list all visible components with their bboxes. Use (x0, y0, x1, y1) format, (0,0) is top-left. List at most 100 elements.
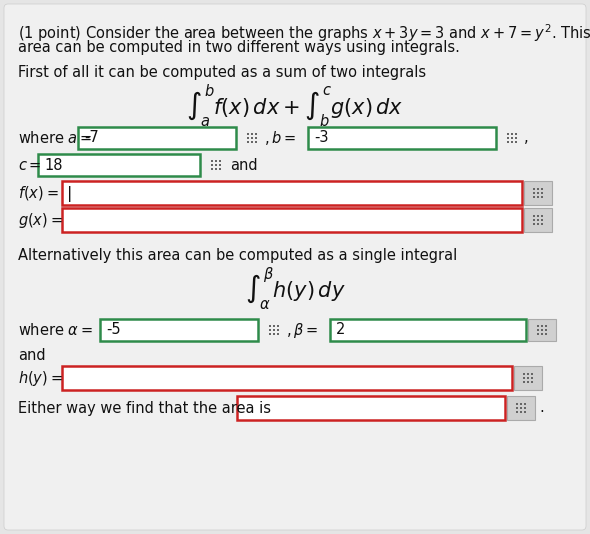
FancyBboxPatch shape (215, 164, 217, 166)
FancyBboxPatch shape (531, 377, 533, 379)
FancyBboxPatch shape (541, 188, 543, 190)
FancyBboxPatch shape (541, 223, 543, 225)
Text: where $\alpha =$: where $\alpha =$ (18, 322, 97, 338)
FancyBboxPatch shape (511, 137, 513, 139)
FancyBboxPatch shape (537, 329, 539, 331)
FancyBboxPatch shape (516, 403, 518, 405)
FancyBboxPatch shape (537, 219, 539, 221)
FancyBboxPatch shape (269, 333, 271, 335)
FancyBboxPatch shape (219, 168, 221, 170)
FancyBboxPatch shape (255, 141, 257, 143)
Text: Alternatively this area can be computed as a single integral: Alternatively this area can be computed … (18, 248, 457, 263)
FancyBboxPatch shape (531, 381, 533, 383)
FancyBboxPatch shape (541, 219, 543, 221)
Text: -3: -3 (314, 130, 329, 145)
FancyBboxPatch shape (528, 319, 556, 341)
Text: Either way we find that the area is: Either way we find that the area is (18, 400, 271, 415)
FancyBboxPatch shape (78, 127, 236, 149)
FancyBboxPatch shape (273, 325, 275, 327)
FancyBboxPatch shape (545, 333, 547, 335)
FancyBboxPatch shape (255, 133, 257, 135)
FancyBboxPatch shape (247, 133, 249, 135)
Text: 18: 18 (44, 158, 63, 172)
FancyBboxPatch shape (38, 154, 200, 176)
FancyBboxPatch shape (533, 219, 535, 221)
FancyBboxPatch shape (524, 407, 526, 409)
FancyBboxPatch shape (219, 164, 221, 166)
FancyBboxPatch shape (537, 188, 539, 190)
FancyBboxPatch shape (277, 329, 279, 331)
FancyBboxPatch shape (523, 377, 525, 379)
FancyBboxPatch shape (523, 373, 525, 375)
FancyBboxPatch shape (515, 137, 517, 139)
FancyBboxPatch shape (308, 127, 496, 149)
FancyBboxPatch shape (520, 407, 522, 409)
FancyBboxPatch shape (507, 396, 535, 420)
FancyBboxPatch shape (507, 137, 509, 139)
FancyBboxPatch shape (330, 319, 526, 341)
Text: and: and (230, 158, 258, 172)
FancyBboxPatch shape (211, 164, 213, 166)
FancyBboxPatch shape (523, 381, 525, 383)
FancyBboxPatch shape (527, 377, 529, 379)
FancyBboxPatch shape (516, 407, 518, 409)
FancyBboxPatch shape (524, 411, 526, 413)
FancyBboxPatch shape (251, 137, 253, 139)
FancyBboxPatch shape (541, 196, 543, 198)
Text: $f(x) =$: $f(x) =$ (18, 184, 63, 202)
Text: and: and (18, 348, 45, 363)
Text: $\int_\alpha^\beta h(y)\,dy$: $\int_\alpha^\beta h(y)\,dy$ (245, 265, 345, 312)
FancyBboxPatch shape (516, 411, 518, 413)
Text: $\int_a^b f(x)\,dx + \int_b^c g(x)\,dx$: $\int_a^b f(x)\,dx + \int_b^c g(x)\,dx$ (186, 82, 404, 129)
FancyBboxPatch shape (545, 325, 547, 327)
FancyBboxPatch shape (545, 329, 547, 331)
FancyBboxPatch shape (541, 329, 543, 331)
Text: 2: 2 (336, 323, 345, 337)
FancyBboxPatch shape (215, 160, 217, 162)
Text: where $a =$: where $a =$ (18, 130, 97, 146)
Text: $h(y) =$: $h(y) =$ (18, 368, 67, 388)
FancyBboxPatch shape (219, 160, 221, 162)
FancyBboxPatch shape (273, 329, 275, 331)
FancyBboxPatch shape (277, 333, 279, 335)
FancyBboxPatch shape (524, 208, 552, 232)
FancyBboxPatch shape (541, 333, 543, 335)
FancyBboxPatch shape (269, 329, 271, 331)
FancyBboxPatch shape (520, 411, 522, 413)
FancyBboxPatch shape (524, 181, 552, 205)
FancyBboxPatch shape (507, 141, 509, 143)
FancyBboxPatch shape (4, 4, 586, 530)
FancyBboxPatch shape (533, 196, 535, 198)
FancyBboxPatch shape (62, 208, 522, 232)
FancyBboxPatch shape (247, 141, 249, 143)
FancyBboxPatch shape (255, 137, 257, 139)
FancyBboxPatch shape (531, 373, 533, 375)
FancyBboxPatch shape (524, 403, 526, 405)
Text: $, \beta =$: $, \beta =$ (286, 320, 323, 340)
FancyBboxPatch shape (237, 396, 505, 420)
Text: -7: -7 (84, 130, 99, 145)
FancyBboxPatch shape (211, 168, 213, 170)
Text: (1 point) Consider the area between the graphs $x + 3y = 3$ and $x + 7 = y^2$. T: (1 point) Consider the area between the … (18, 22, 590, 44)
FancyBboxPatch shape (269, 325, 271, 327)
FancyBboxPatch shape (541, 192, 543, 194)
FancyBboxPatch shape (515, 133, 517, 135)
FancyBboxPatch shape (527, 373, 529, 375)
FancyBboxPatch shape (537, 215, 539, 217)
FancyBboxPatch shape (533, 215, 535, 217)
FancyBboxPatch shape (541, 215, 543, 217)
FancyBboxPatch shape (533, 188, 535, 190)
FancyBboxPatch shape (527, 381, 529, 383)
FancyBboxPatch shape (537, 325, 539, 327)
FancyBboxPatch shape (514, 366, 542, 390)
Text: $g(x) =$: $g(x) =$ (18, 210, 67, 230)
FancyBboxPatch shape (277, 325, 279, 327)
FancyBboxPatch shape (273, 333, 275, 335)
FancyBboxPatch shape (515, 141, 517, 143)
FancyBboxPatch shape (251, 141, 253, 143)
FancyBboxPatch shape (100, 319, 258, 341)
FancyBboxPatch shape (215, 168, 217, 170)
FancyBboxPatch shape (511, 141, 513, 143)
FancyBboxPatch shape (507, 133, 509, 135)
FancyBboxPatch shape (511, 133, 513, 135)
